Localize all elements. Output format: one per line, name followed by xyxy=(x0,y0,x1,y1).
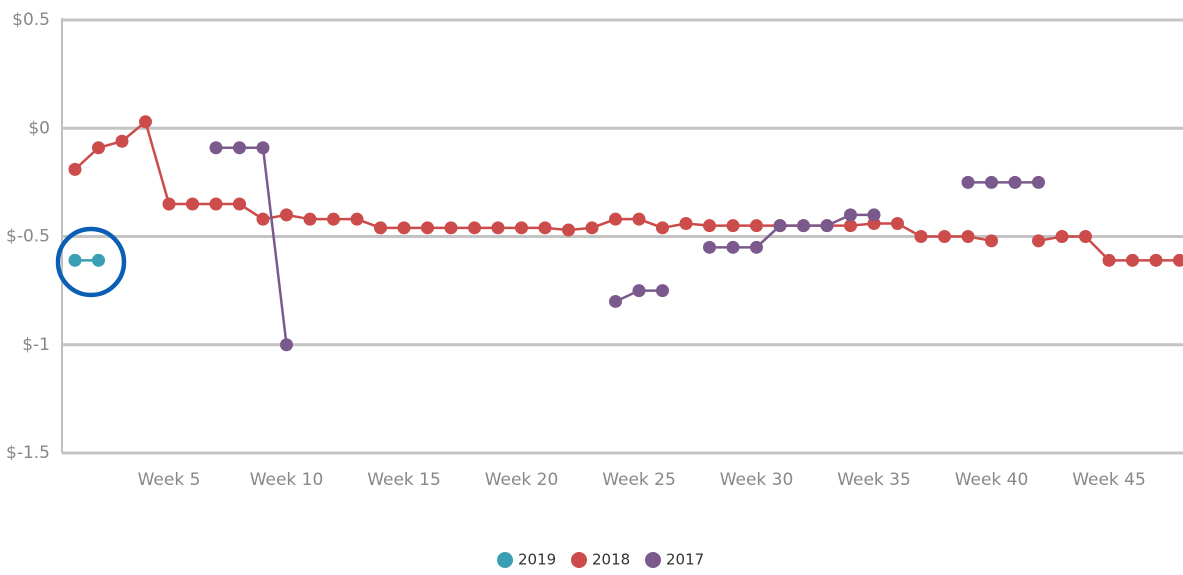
data-point xyxy=(256,141,270,155)
data-point xyxy=(867,208,881,222)
data-point xyxy=(703,219,716,233)
x-tick-label: Week 20 xyxy=(485,470,559,490)
data-point xyxy=(726,240,740,254)
legend-marker xyxy=(645,552,661,568)
series-line xyxy=(74,119,992,243)
x-tick-label: Week 15 xyxy=(367,470,441,490)
legend-label: 2019 xyxy=(518,551,556,569)
data-point xyxy=(209,141,223,155)
data-point xyxy=(1008,175,1022,189)
data-point xyxy=(632,212,646,226)
data-point xyxy=(303,212,317,226)
data-point xyxy=(750,240,763,254)
data-point xyxy=(961,230,975,243)
y-tick-label: $-1.5 xyxy=(6,443,50,463)
data-point xyxy=(985,175,998,189)
data-point xyxy=(820,219,834,233)
x-tick-label: Week 25 xyxy=(602,470,676,490)
data-point xyxy=(632,284,646,298)
data-point xyxy=(1055,230,1069,243)
legend-label: 2018 xyxy=(592,551,630,569)
data-point xyxy=(656,221,669,235)
data-point xyxy=(585,221,599,235)
data-point xyxy=(186,197,199,211)
legend-label: 2017 xyxy=(666,551,704,569)
highlight-circle xyxy=(55,226,127,298)
legend-marker xyxy=(497,552,513,568)
series-line xyxy=(216,146,288,345)
data-point xyxy=(397,221,411,235)
data-point xyxy=(350,212,364,226)
data-point xyxy=(162,197,176,211)
data-point xyxy=(374,221,387,235)
y-tick-label: $-0.5 xyxy=(6,227,50,247)
data-point xyxy=(115,134,129,148)
data-point xyxy=(538,221,552,235)
data-point xyxy=(938,230,951,243)
data-point xyxy=(444,221,458,235)
data-point xyxy=(1102,253,1116,267)
y-tick-label: $-1 xyxy=(22,335,50,355)
y-tick-label: $0.5 xyxy=(12,10,50,30)
data-point xyxy=(280,338,293,352)
x-tick-label: Week 45 xyxy=(1072,470,1146,490)
data-point xyxy=(797,219,810,233)
data-point xyxy=(726,219,740,233)
data-point xyxy=(92,253,105,267)
x-tick-label: Week 35 xyxy=(837,470,911,490)
data-point xyxy=(1149,253,1163,267)
data-point xyxy=(68,253,82,267)
x-tick-label: Week 10 xyxy=(250,470,324,490)
y-tick-label: $0 xyxy=(28,118,50,138)
data-point xyxy=(985,234,998,248)
data-point xyxy=(233,141,246,155)
legend-marker xyxy=(571,552,587,568)
x-tick-label: Week 5 xyxy=(138,470,201,490)
data-point xyxy=(256,212,270,226)
data-point xyxy=(562,223,575,237)
data-point xyxy=(914,230,928,243)
data-point xyxy=(961,175,975,189)
data-point xyxy=(1032,175,1045,189)
data-point xyxy=(1032,234,1045,248)
x-tick-label: Week 40 xyxy=(955,470,1029,490)
data-point xyxy=(515,221,528,235)
data-point xyxy=(609,212,622,226)
data-point xyxy=(233,197,246,211)
data-point xyxy=(656,284,669,298)
data-point xyxy=(679,217,693,231)
data-point xyxy=(68,162,82,176)
data-point xyxy=(92,141,105,155)
data-point xyxy=(491,221,505,235)
data-point xyxy=(1126,253,1139,267)
data-point xyxy=(327,212,340,226)
data-point xyxy=(844,219,857,233)
data-point xyxy=(844,208,857,222)
data-point xyxy=(280,208,293,222)
data-point xyxy=(139,115,152,129)
data-point xyxy=(1173,253,1183,267)
data-point xyxy=(1079,230,1092,243)
data-point xyxy=(421,221,434,235)
data-point xyxy=(773,219,787,233)
data-point xyxy=(750,219,763,233)
data-point xyxy=(209,197,223,211)
data-point xyxy=(891,217,904,231)
x-tick-label: Week 30 xyxy=(720,470,794,490)
data-point xyxy=(703,240,716,254)
data-point xyxy=(609,294,622,308)
data-point xyxy=(468,221,481,235)
